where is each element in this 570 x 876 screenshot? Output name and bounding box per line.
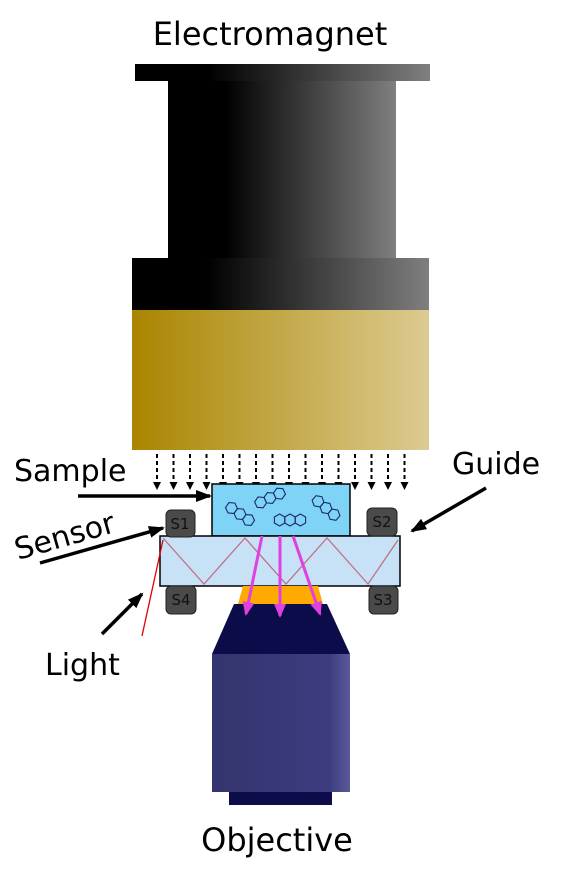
electromagnet-label: Electromagnet — [153, 15, 388, 53]
incident-light-ray — [141, 539, 164, 637]
sensor-s2-label: S2 — [372, 513, 391, 531]
sensor-s4-label: S4 — [171, 591, 190, 609]
molecule-icons — [224, 487, 341, 527]
magnet-coil-body — [168, 81, 396, 258]
sample-label: Sample — [14, 454, 127, 489]
sensor-s2: S2 — [366, 507, 398, 537]
sensor-s1: S1 — [165, 509, 196, 538]
guide-pointer-arrow — [410, 486, 487, 533]
sensor-s4: S4 — [165, 585, 197, 615]
sample-chamber — [211, 483, 351, 537]
sensor-s3: S3 — [368, 585, 399, 615]
molecule-icon — [253, 487, 287, 509]
guide-label: Guide — [452, 447, 540, 482]
total-internal-reflection-path — [162, 537, 399, 586]
objective-base — [229, 792, 332, 805]
emission-arrows — [242, 535, 322, 618]
objective-lens-top — [212, 604, 350, 654]
magnet-bottom-flange — [132, 258, 429, 310]
molecule-icon — [311, 495, 341, 521]
magnetic-field-lines — [153, 454, 409, 490]
objective-body — [212, 654, 350, 792]
sensor-s3-label: S3 — [373, 591, 392, 609]
molecule-icon — [224, 502, 256, 526]
objective-label: Objective — [201, 821, 353, 859]
light-pointer-arrow — [100, 592, 144, 636]
molecule-icon — [273, 513, 307, 527]
sensor-label: Sensor — [11, 506, 120, 568]
magnet-top-flange — [135, 64, 430, 81]
electromagnet — [132, 64, 430, 450]
magnet-pole-piece — [132, 310, 429, 450]
sample-box — [211, 483, 351, 537]
sensor-pointer-arrow — [39, 526, 165, 565]
light-label: Light — [45, 648, 120, 683]
sensor-s1-label: S1 — [170, 515, 189, 533]
